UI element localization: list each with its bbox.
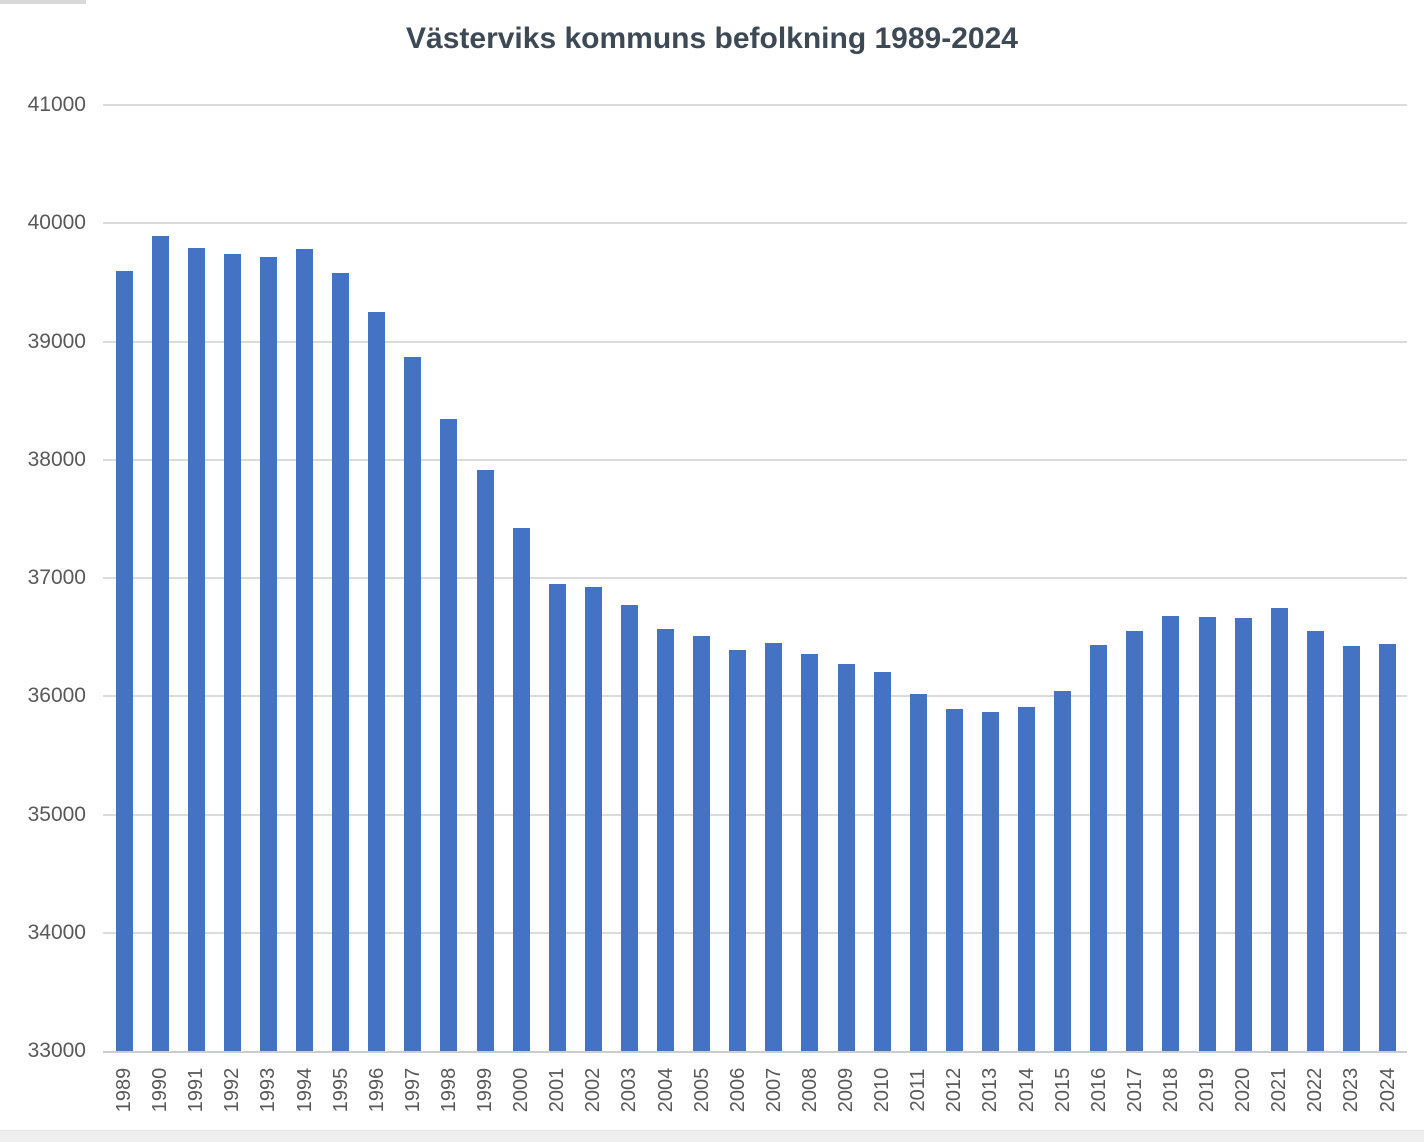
y-tick-label-39000: 39000 [27,329,86,353]
bar-2016 [1090,644,1108,1051]
bar-1996 [368,312,386,1051]
bar-2000 [512,528,530,1051]
x-tick-label-2005: 2005 [690,1067,713,1113]
x-tick-label-2000: 2000 [510,1067,533,1113]
bar-2021 [1270,608,1288,1051]
x-tick-label-1990: 1990 [149,1067,172,1113]
x-tick-label-2014: 2014 [1015,1067,1038,1113]
bar-2007 [765,642,783,1051]
y-tick-label-35000: 35000 [27,802,86,826]
bar-2019 [1198,616,1216,1051]
screenshot-edge-artifact [0,0,86,4]
bar-1999 [476,469,494,1051]
x-tick-label-1999: 1999 [474,1067,496,1113]
bar-2006 [729,650,747,1051]
bar-1992 [223,253,241,1051]
bar-2010 [873,671,891,1051]
x-tick-label-2011: 2011 [907,1068,930,1112]
gridline-39000 [103,340,1407,343]
x-tick-label-2009: 2009 [835,1067,857,1113]
x-tick-label-1993: 1993 [257,1067,280,1113]
x-tick-label-2007: 2007 [762,1067,785,1113]
x-tick-label-2006: 2006 [726,1067,749,1113]
bar-1998 [440,419,458,1051]
x-tick-label-2022: 2022 [1304,1067,1327,1113]
x-tick-label-1992: 1992 [221,1067,244,1113]
x-tick-label-2018: 2018 [1159,1067,1182,1113]
x-tick-label-1996: 1996 [365,1067,388,1113]
x-tick-label-2008: 2008 [798,1067,821,1113]
bar-2005 [693,635,711,1051]
plot-area [103,104,1407,1053]
gridline-36000 [103,695,1407,698]
y-tick-label-38000: 38000 [27,447,86,471]
bar-1995 [332,272,350,1051]
bar-2018 [1162,616,1180,1051]
x-tick-label-2012: 2012 [943,1067,966,1113]
bar-2022 [1306,631,1324,1051]
bar-1989 [115,271,133,1051]
bar-2013 [981,712,999,1051]
bar-2014 [1018,706,1035,1051]
x-tick-label-2023: 2023 [1340,1067,1363,1113]
gridline-40000 [103,222,1407,225]
y-tick-label-37000: 37000 [27,566,86,589]
x-tick-label-2019: 2019 [1196,1067,1218,1113]
x-tick-label-2002: 2002 [582,1067,605,1113]
gridline-37000 [103,577,1407,579]
x-tick-label-2021: 2021 [1268,1067,1291,1113]
bar-2009 [837,663,855,1051]
x-tick-label-1991: 1991 [185,1067,208,1113]
x-tick-label-2017: 2017 [1123,1067,1146,1113]
gridline-38000 [103,458,1407,461]
x-tick-label-1989: 1989 [113,1067,135,1113]
x-tick-label-2003: 2003 [618,1067,641,1113]
bar-2004 [657,629,674,1051]
y-tick-label-33000: 33000 [27,1039,86,1062]
x-tick-label-2001: 2001 [546,1067,569,1113]
bar-2020 [1234,618,1252,1051]
bar-1997 [404,357,422,1051]
bottom-strip [0,1130,1424,1142]
x-tick-label-1998: 1998 [437,1067,460,1113]
x-tick-label-1994: 1994 [293,1067,316,1113]
y-tick-label-36000: 36000 [27,684,86,708]
y-tick-label-34000: 34000 [27,920,86,944]
bar-2002 [584,587,602,1051]
x-tick-label-2020: 2020 [1232,1067,1255,1113]
bar-2023 [1342,646,1360,1051]
gridline-41000 [103,104,1407,106]
x-tick-label-2015: 2015 [1051,1067,1074,1113]
bar-1990 [151,236,169,1051]
gridline-35000 [103,813,1407,816]
bar-1993 [259,257,277,1051]
x-tick-label-1995: 1995 [329,1067,352,1113]
x-axis-line [103,1051,1407,1053]
bar-2017 [1126,631,1144,1051]
bar-2024 [1379,643,1396,1051]
x-tick-label-2010: 2010 [871,1067,894,1113]
bar-2008 [801,654,819,1051]
bar-2012 [945,709,963,1051]
x-tick-label-2016: 2016 [1087,1067,1110,1113]
x-tick-label-2024: 2024 [1376,1067,1399,1113]
gridline-34000 [103,931,1407,934]
bar-1994 [296,249,313,1051]
x-tick-label-2013: 2013 [979,1067,1002,1113]
bar-2003 [620,605,638,1051]
chart-title: Västerviks kommuns befolkning 1989-2024 [406,22,1018,55]
bar-1991 [187,248,205,1051]
x-tick-label-1997: 1997 [401,1067,424,1113]
bar-2011 [909,693,927,1051]
y-tick-label-41000: 41000 [27,93,86,116]
y-tick-label-40000: 40000 [27,211,86,235]
bar-2001 [548,583,566,1051]
x-tick-label-2004: 2004 [654,1067,677,1113]
bar-2015 [1054,690,1072,1051]
